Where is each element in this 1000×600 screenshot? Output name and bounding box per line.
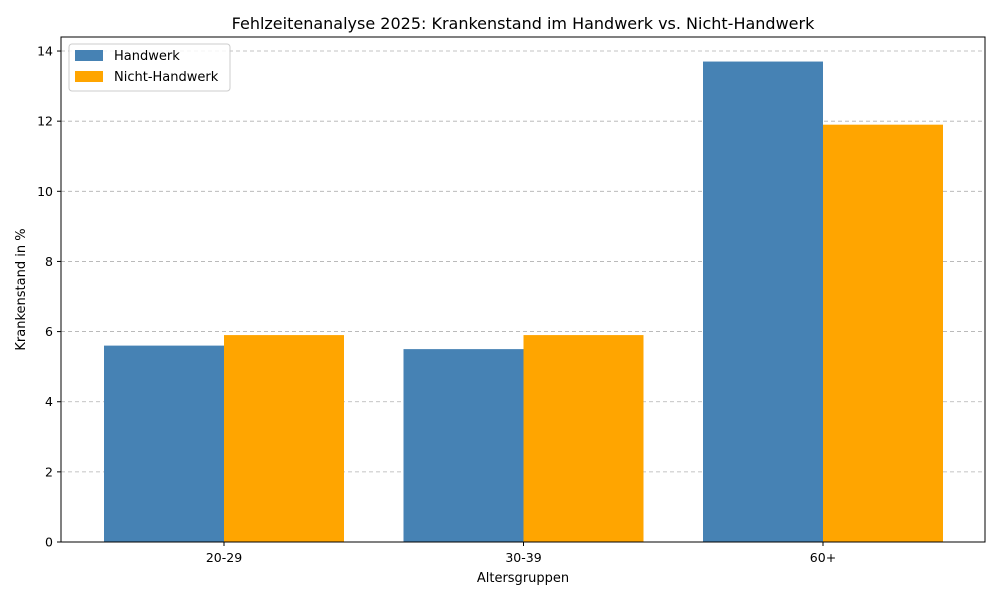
chart-title: Fehlzeitenanalyse 2025: Krankenstand im …: [232, 14, 815, 33]
y-tick-label: 2: [45, 464, 53, 479]
plot-frame: [60, 36, 986, 543]
y-tick-label: 10: [37, 184, 53, 199]
y-tick-label: 8: [45, 254, 53, 269]
bar-nicht-handwerk-30-39: [523, 335, 644, 542]
bar-nicht-handwerk-20-29: [224, 335, 344, 542]
x-tick-label: 20-29: [206, 550, 242, 565]
bar-handwerk-20-29: [104, 345, 224, 542]
y-tick-label: 0: [45, 535, 53, 550]
legend-label-handwerk: Handwerk: [114, 49, 180, 64]
y-tick-label: 4: [45, 394, 53, 409]
bar-handwerk-60+: [703, 61, 823, 542]
x-tick-label: 60+: [810, 550, 836, 565]
legend: Handwerk Nicht-Handwerk: [68, 43, 231, 92]
legend-label-nicht-handwerk: Nicht-Handwerk: [114, 70, 219, 85]
y-tick-label: 12: [37, 114, 53, 129]
y-tick-label: 6: [45, 324, 53, 339]
bar-nicht-handwerk-60+: [823, 124, 943, 542]
y-tick-label: 14: [37, 44, 53, 59]
legend-swatch-nicht-handwerk: [75, 71, 103, 82]
y-axis-ticks: 0 2 4 6 8 10 12 14: [37, 44, 61, 550]
x-tick-label: 30-39: [505, 550, 541, 565]
y-axis-label: Krankenstand in %: [14, 228, 29, 350]
x-axis-ticks: 20-29 30-39 60+: [206, 542, 836, 565]
bars: [104, 61, 943, 542]
x-axis-label: Altersgruppen: [477, 571, 569, 586]
legend-box: [68, 43, 231, 92]
legend-swatch-handwerk: [75, 50, 103, 61]
bar-handwerk-30-39: [403, 349, 524, 542]
